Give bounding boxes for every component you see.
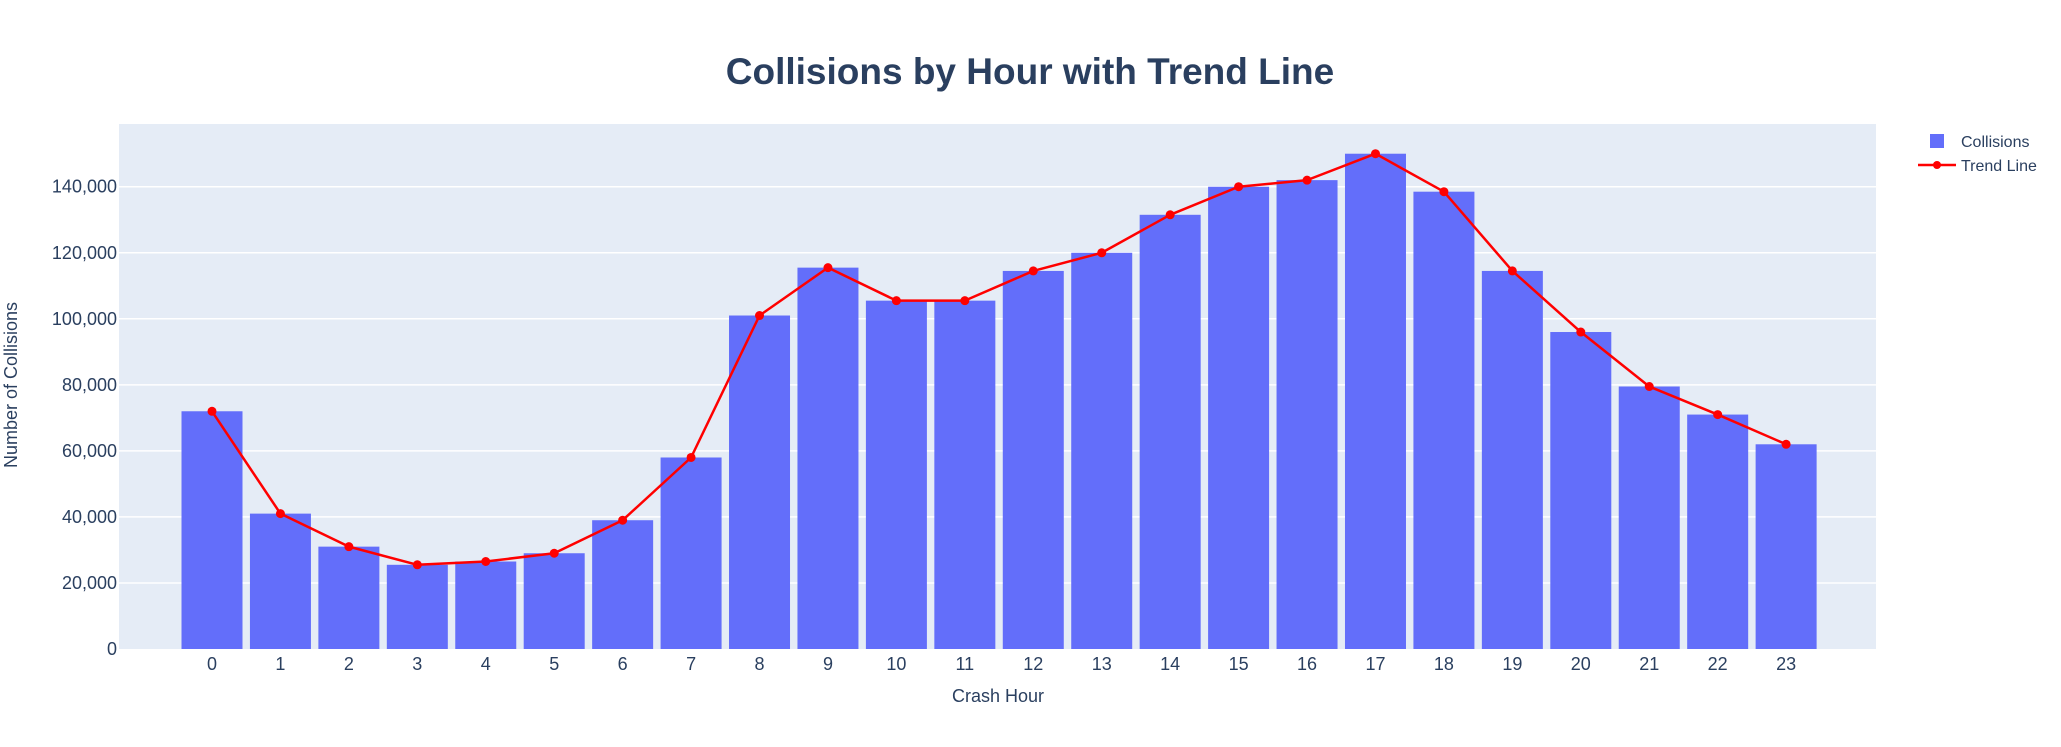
- trend-point-hour-10: [891, 296, 901, 306]
- y-tick-label: 20,000: [62, 573, 117, 593]
- x-tick-label: 3: [412, 654, 422, 674]
- legend: Collisions Trend Line: [1918, 134, 2037, 175]
- trend-point-hour-16: [1302, 175, 1312, 185]
- trend-point-hour-4: [481, 557, 491, 566]
- x-tick-label: 4: [481, 654, 491, 674]
- x-tick-label: 12: [1023, 654, 1043, 674]
- bar-hour-6: [592, 520, 654, 649]
- legend-label-collisions: Collisions: [1961, 134, 2029, 151]
- bar-hour-12: [1002, 270, 1064, 649]
- x-axis-title: Crash Hour: [952, 686, 1044, 706]
- x-tick-label: 22: [1708, 654, 1728, 674]
- bar-hour-8: [729, 315, 791, 649]
- trend-point-hour-20: [1576, 327, 1586, 337]
- bar-hour-13: [1071, 252, 1133, 649]
- bar-hour-11: [934, 300, 996, 649]
- trend-point-hour-23: [1781, 439, 1791, 449]
- bar-hour-21: [1618, 386, 1680, 649]
- plot-area: [119, 124, 1876, 649]
- x-tick-label: 17: [1365, 654, 1385, 674]
- trend-point-hour-22: [1713, 410, 1723, 420]
- bar-hour-15: [1208, 186, 1270, 650]
- x-tick-label: 6: [618, 654, 628, 674]
- x-tick-label: 0: [207, 654, 217, 674]
- bar-hour-4: [455, 561, 517, 649]
- trend-point-hour-7: [686, 452, 696, 462]
- bar-hour-22: [1687, 414, 1749, 649]
- x-tick-label: 11: [955, 654, 974, 674]
- x-tick-label: 16: [1297, 654, 1317, 674]
- x-tick-label: 7: [686, 654, 696, 674]
- trend-point-hour-14: [1165, 210, 1175, 220]
- trend-point-hour-6: [618, 515, 628, 525]
- bar-hour-20: [1550, 332, 1612, 649]
- trend-point-hour-1: [275, 509, 285, 519]
- y-tick-label: 40,000: [62, 507, 117, 527]
- y-tick-label: 80,000: [62, 375, 117, 395]
- bar-hour-18: [1413, 191, 1475, 650]
- x-tick-label: 15: [1229, 654, 1249, 674]
- trend-line: [210, 152, 1787, 567]
- bar-hour-10: [865, 300, 927, 649]
- chart-title: Collisions by Hour with Trend Line: [726, 51, 1334, 92]
- trend-point-hour-5: [549, 548, 559, 558]
- bar-hour-5: [523, 553, 585, 649]
- trend-point-hour-13: [1097, 248, 1107, 258]
- y-tick-label: 100,000: [52, 309, 117, 329]
- bar-hour-7: [660, 457, 722, 649]
- x-tick-label: 21: [1639, 654, 1659, 674]
- x-tick-label: 9: [823, 654, 833, 674]
- x-tick-label: 13: [1092, 654, 1112, 674]
- trend-point-hour-17: [1370, 149, 1380, 159]
- x-tick-label: 20: [1571, 654, 1591, 674]
- trend-point-hour-11: [960, 296, 970, 306]
- trend-point-hour-18: [1439, 187, 1449, 197]
- trend-point-hour-9: [823, 263, 833, 273]
- x-tick-label: 23: [1776, 654, 1796, 674]
- y-axis-title: Number of Collisions: [1, 302, 21, 468]
- trend-point-hour-0: [207, 406, 217, 416]
- trend-point-hour-21: [1644, 382, 1654, 391]
- bar-hour-3: [386, 564, 448, 649]
- legend-label-trend-line: Trend Line: [1961, 158, 2037, 175]
- x-tick-label: 8: [755, 654, 765, 674]
- bar-hour-9: [797, 267, 859, 649]
- y-tick-label: 0: [107, 639, 117, 659]
- y-tick-label: 120,000: [52, 243, 117, 263]
- x-tick-label: 5: [549, 654, 559, 674]
- trend-point-hour-12: [1028, 266, 1038, 276]
- trend-point-hour-15: [1234, 182, 1244, 192]
- bar-hour-23: [1755, 444, 1817, 649]
- bar-hour-2: [318, 546, 380, 649]
- trend-point-hour-19: [1507, 266, 1517, 276]
- y-tick-label: 140,000: [52, 177, 117, 197]
- bar-hour-16: [1276, 180, 1338, 649]
- trend-point-hour-8: [755, 311, 765, 321]
- x-tick-label: 14: [1160, 654, 1180, 674]
- x-tick-label: 2: [344, 654, 354, 674]
- legend-swatch-collisions: [1930, 134, 1944, 148]
- trend-point-hour-2: [344, 542, 354, 552]
- y-tick-label: 60,000: [62, 441, 117, 461]
- bar-hour-19: [1481, 270, 1543, 649]
- legend-marker-trend-line: [1933, 161, 1941, 169]
- trend-point-hour-3: [412, 560, 422, 570]
- x-tick-label: 19: [1502, 654, 1522, 674]
- bar-hour-17: [1344, 153, 1406, 649]
- bar-hour-14: [1139, 214, 1201, 649]
- x-tick-label: 10: [886, 654, 906, 674]
- bar-hour-1: [249, 513, 311, 649]
- x-tick-label: 18: [1434, 654, 1454, 674]
- x-tick-label: 1: [275, 654, 285, 674]
- bar-hour-0: [181, 411, 243, 649]
